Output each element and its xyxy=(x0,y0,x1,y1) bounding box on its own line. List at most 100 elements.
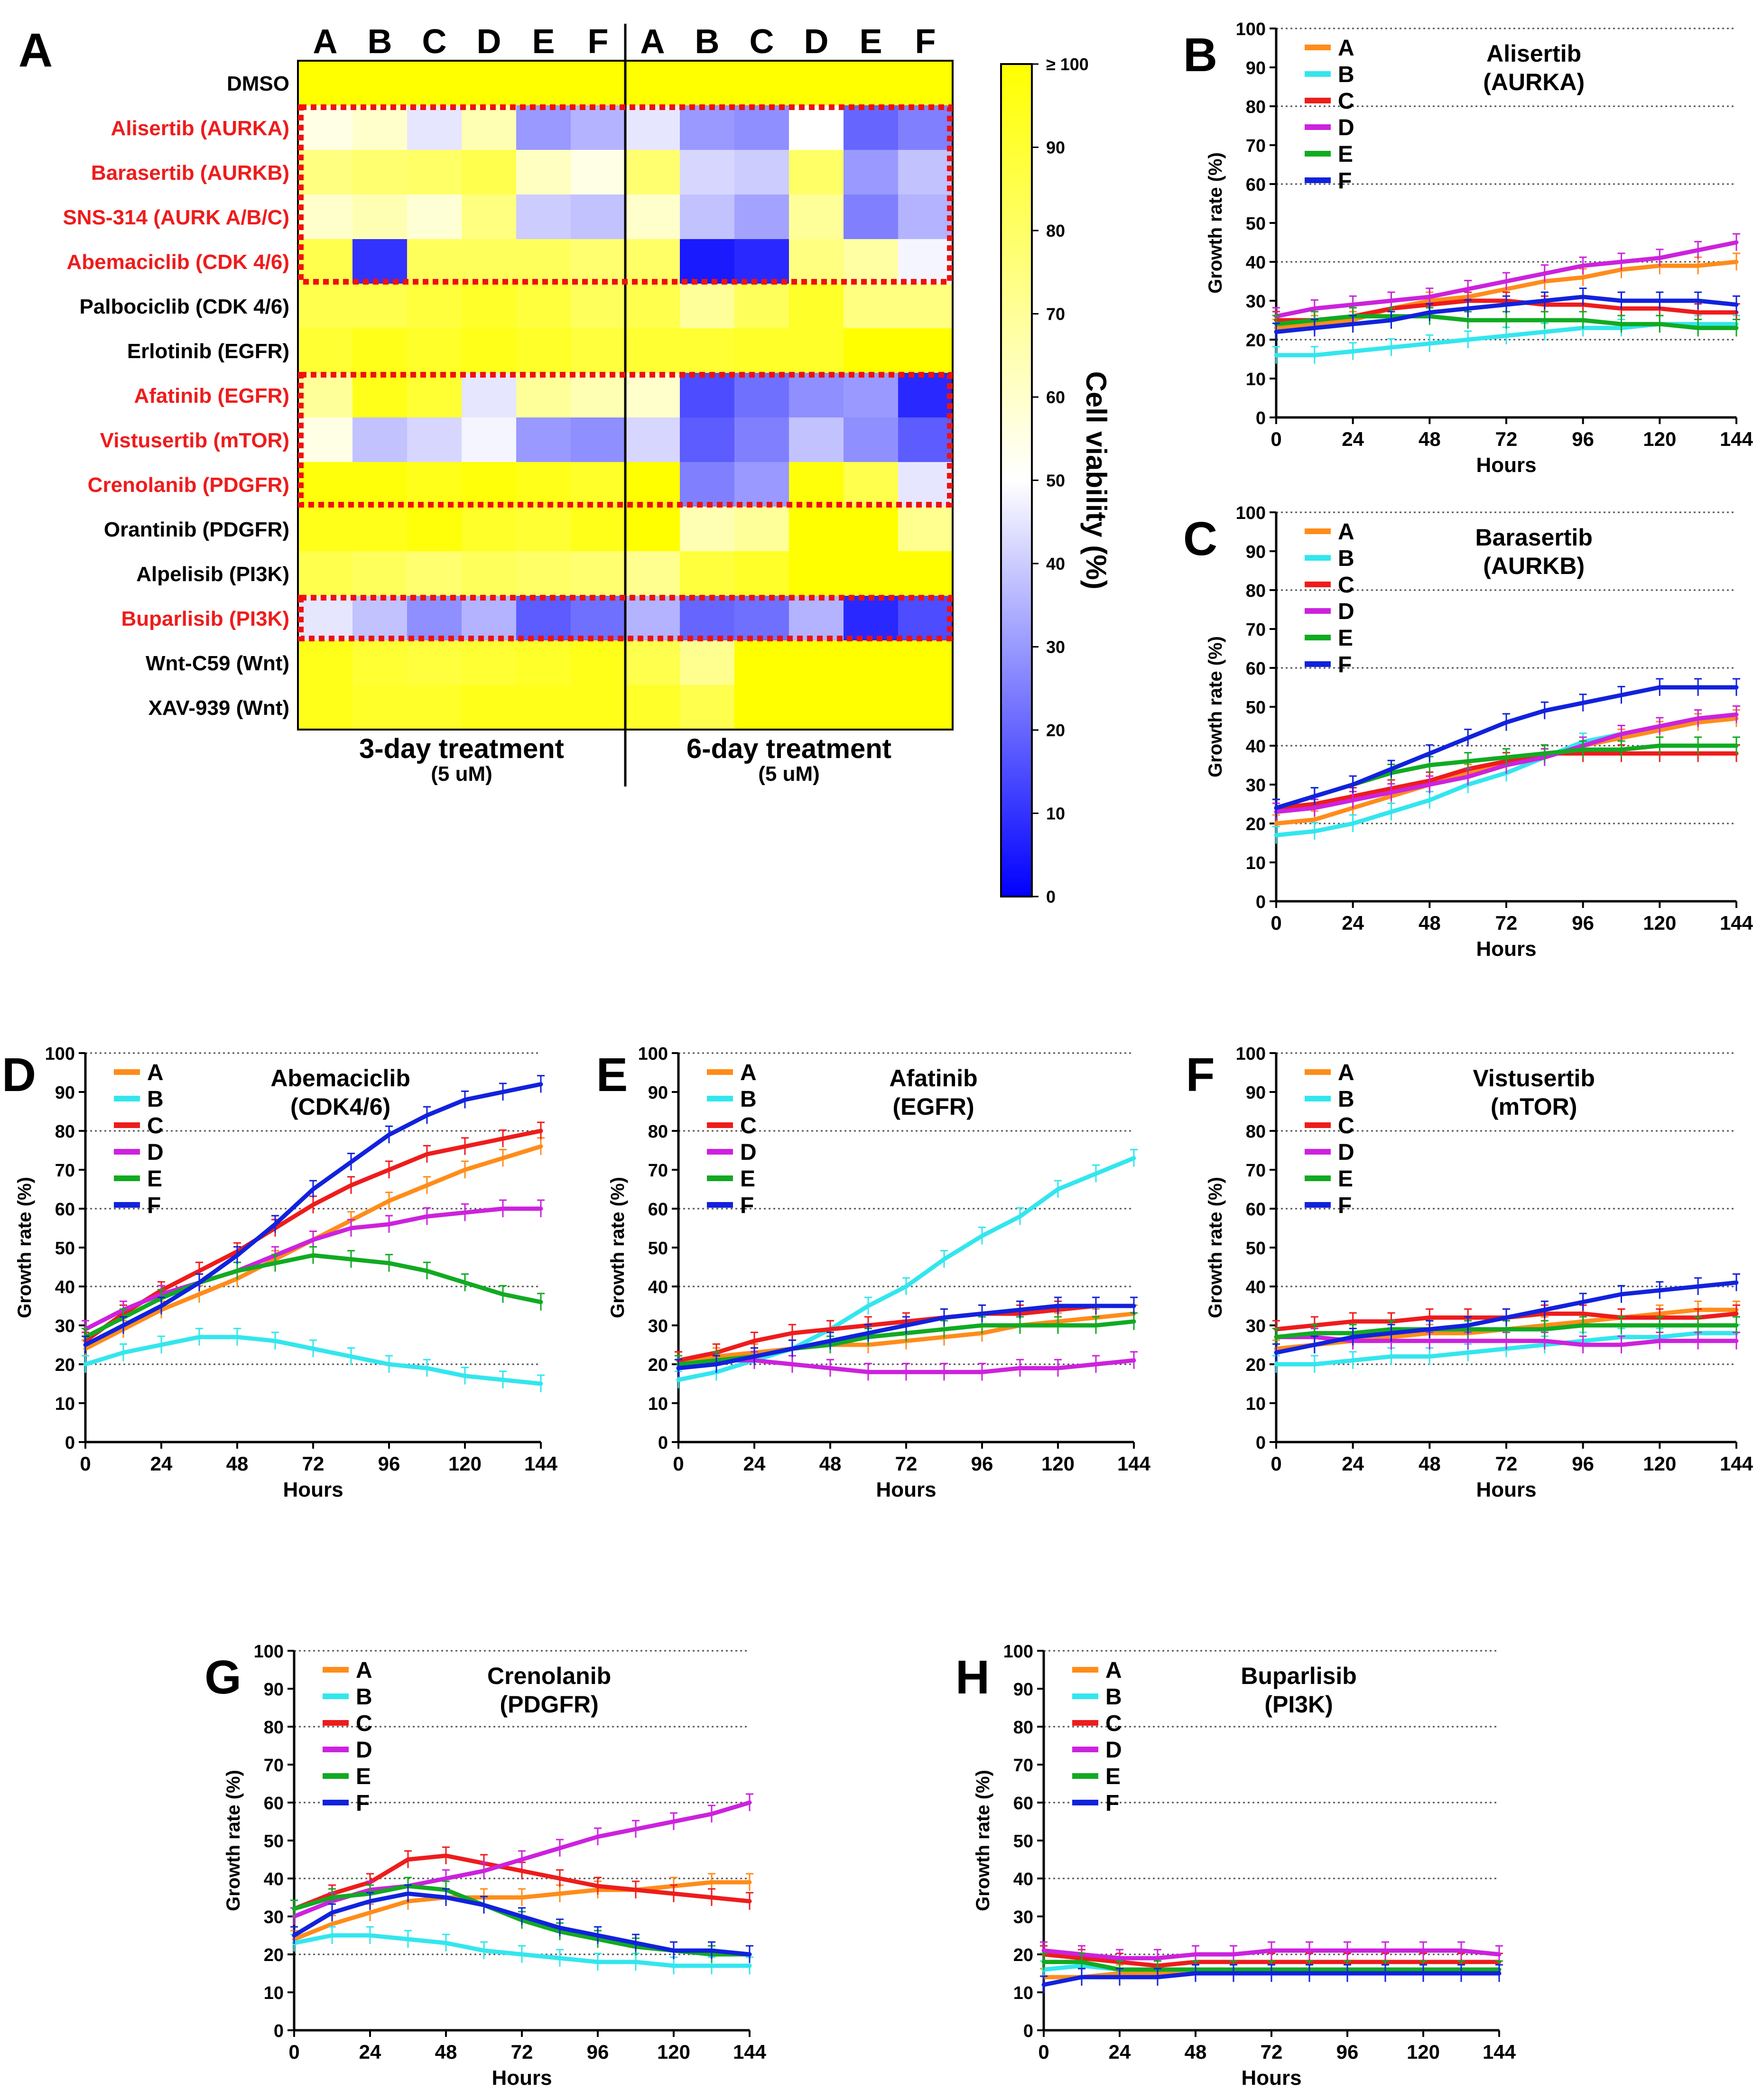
heatmap-cell xyxy=(625,596,680,641)
heatmap-cell xyxy=(734,640,789,685)
heatmap-cell xyxy=(734,417,789,463)
heatmap-cell xyxy=(407,373,462,418)
y-tick-label: 20 xyxy=(648,1355,668,1375)
heatmap-cell xyxy=(462,284,517,329)
heatmap-cell xyxy=(407,417,462,463)
heatmap-cells xyxy=(298,61,953,730)
y-tick-label: 0 xyxy=(1256,892,1266,912)
heatmap-cell xyxy=(898,239,953,284)
heatmap-cell xyxy=(298,685,353,730)
x-tick-label: 72 xyxy=(1495,912,1518,934)
heatmap-cell xyxy=(789,685,844,730)
heatmap-cell xyxy=(680,596,735,641)
y-tick-label: 30 xyxy=(1246,292,1266,312)
treatment-label-6day: 6-day treatment xyxy=(686,733,891,764)
heatmap-cell xyxy=(571,239,626,284)
heatmap-cell xyxy=(734,551,789,596)
heatmap-cell xyxy=(625,105,680,150)
chart-subtitle: (AURKB) xyxy=(1483,553,1585,579)
heatmap-cell xyxy=(462,239,517,284)
x-tick-label: 120 xyxy=(1407,2041,1440,2063)
heatmap-cell xyxy=(898,194,953,240)
heatmap-cell xyxy=(898,105,953,150)
legend-label: A xyxy=(356,1658,372,1683)
y-tick-label: 90 xyxy=(1246,1083,1266,1103)
chart-title: Barasertib xyxy=(1475,524,1593,551)
y-tick-label: 30 xyxy=(1246,776,1266,796)
legend-label: D xyxy=(1105,1738,1122,1763)
y-axis-label: Growth rate (%) xyxy=(1205,152,1226,294)
heatmap-cell xyxy=(898,551,953,596)
y-tick-label: 30 xyxy=(55,1316,75,1336)
panel-letter: D xyxy=(2,1048,36,1101)
x-tick-label: 144 xyxy=(1720,1452,1753,1475)
y-tick-label: 40 xyxy=(648,1277,668,1297)
x-tick-label: 144 xyxy=(524,1452,558,1475)
x-tick-label: 96 xyxy=(1572,912,1594,934)
heatmap-cell xyxy=(625,507,680,552)
x-tick-label: 24 xyxy=(359,2041,381,2063)
x-tick-label: 24 xyxy=(1342,912,1364,934)
heatmap-cell xyxy=(407,194,462,240)
heatmap-cell xyxy=(298,551,353,596)
heatmap-cell xyxy=(844,194,899,240)
y-axis-label: Growth rate (%) xyxy=(14,1177,35,1318)
heatmap-cell xyxy=(352,417,408,463)
y-tick-label: 10 xyxy=(1246,853,1266,873)
heatmap-cell xyxy=(844,373,899,418)
y-tick-label: 100 xyxy=(1236,19,1266,39)
heatmap-cell xyxy=(298,105,353,150)
y-tick-label: 40 xyxy=(1246,1277,1266,1297)
heatmap-column-label: B xyxy=(368,23,392,61)
heatmap-cell xyxy=(407,105,462,150)
heatmap-cell xyxy=(407,507,462,552)
heatmap-cell xyxy=(462,105,517,150)
heatmap-cell xyxy=(352,640,408,685)
heatmap-cell xyxy=(680,417,735,463)
colorbar-tick-label: 30 xyxy=(1046,638,1065,657)
heatmap-cell xyxy=(352,551,408,596)
x-tick-label: 48 xyxy=(1419,428,1441,450)
x-tick-label: 144 xyxy=(1720,912,1753,934)
panel-c: C 0 10 20 30 40 50 60 70 80 90 100 0 24 48 72 96 120 144 Ho… xyxy=(1183,503,1753,961)
heatmap-cell xyxy=(844,239,899,284)
legend-label: B xyxy=(1338,62,1354,87)
y-axis-label: Growth rate (%) xyxy=(223,1770,244,1911)
heatmap-cell xyxy=(352,685,408,730)
heatmap-cell xyxy=(898,373,953,418)
y-tick-label: 70 xyxy=(264,1756,284,1776)
heatmap-cell xyxy=(571,685,626,730)
heatmap-cell xyxy=(462,462,517,507)
heatmap-row-label: Crenolanib (PDGFR) xyxy=(88,473,289,497)
colorbar-tick-label: 0 xyxy=(1046,887,1056,907)
heatmap-cell xyxy=(898,596,953,641)
legend-label: A xyxy=(740,1060,757,1085)
y-tick-label: 70 xyxy=(1246,1161,1266,1181)
legend-label: C xyxy=(1105,1711,1122,1736)
chart-title: Vistusertib xyxy=(1473,1065,1595,1092)
heatmap-cell xyxy=(571,373,626,418)
heatmap-cell xyxy=(516,417,571,463)
heatmap-cell xyxy=(898,640,953,685)
heatmap-cell xyxy=(516,462,571,507)
heatmap-column-label: D xyxy=(477,23,501,61)
y-tick-label: 90 xyxy=(648,1083,668,1103)
x-tick-label: 144 xyxy=(1117,1452,1151,1475)
heatmap-cell xyxy=(352,373,408,418)
y-tick-label: 30 xyxy=(1246,1316,1266,1336)
y-tick-label: 10 xyxy=(648,1394,668,1414)
legend-label: D xyxy=(356,1738,372,1763)
x-tick-label: 24 xyxy=(743,1452,766,1475)
y-tick-label: 20 xyxy=(1246,814,1266,834)
legend-label: E xyxy=(1338,1166,1353,1192)
chart-subtitle: (EGFR) xyxy=(892,1093,974,1120)
colorbar-tick-label: 40 xyxy=(1046,554,1065,574)
heatmap-cell xyxy=(298,462,353,507)
y-axis-label: Growth rate (%) xyxy=(607,1177,628,1318)
heatmap-cell xyxy=(516,596,571,641)
y-tick-label: 0 xyxy=(274,2021,284,2041)
heatmap-cell xyxy=(680,61,735,106)
y-tick-label: 20 xyxy=(1013,1945,1033,1965)
y-tick-label: 10 xyxy=(1246,1394,1266,1414)
x-tick-label: 96 xyxy=(1336,2041,1359,2063)
